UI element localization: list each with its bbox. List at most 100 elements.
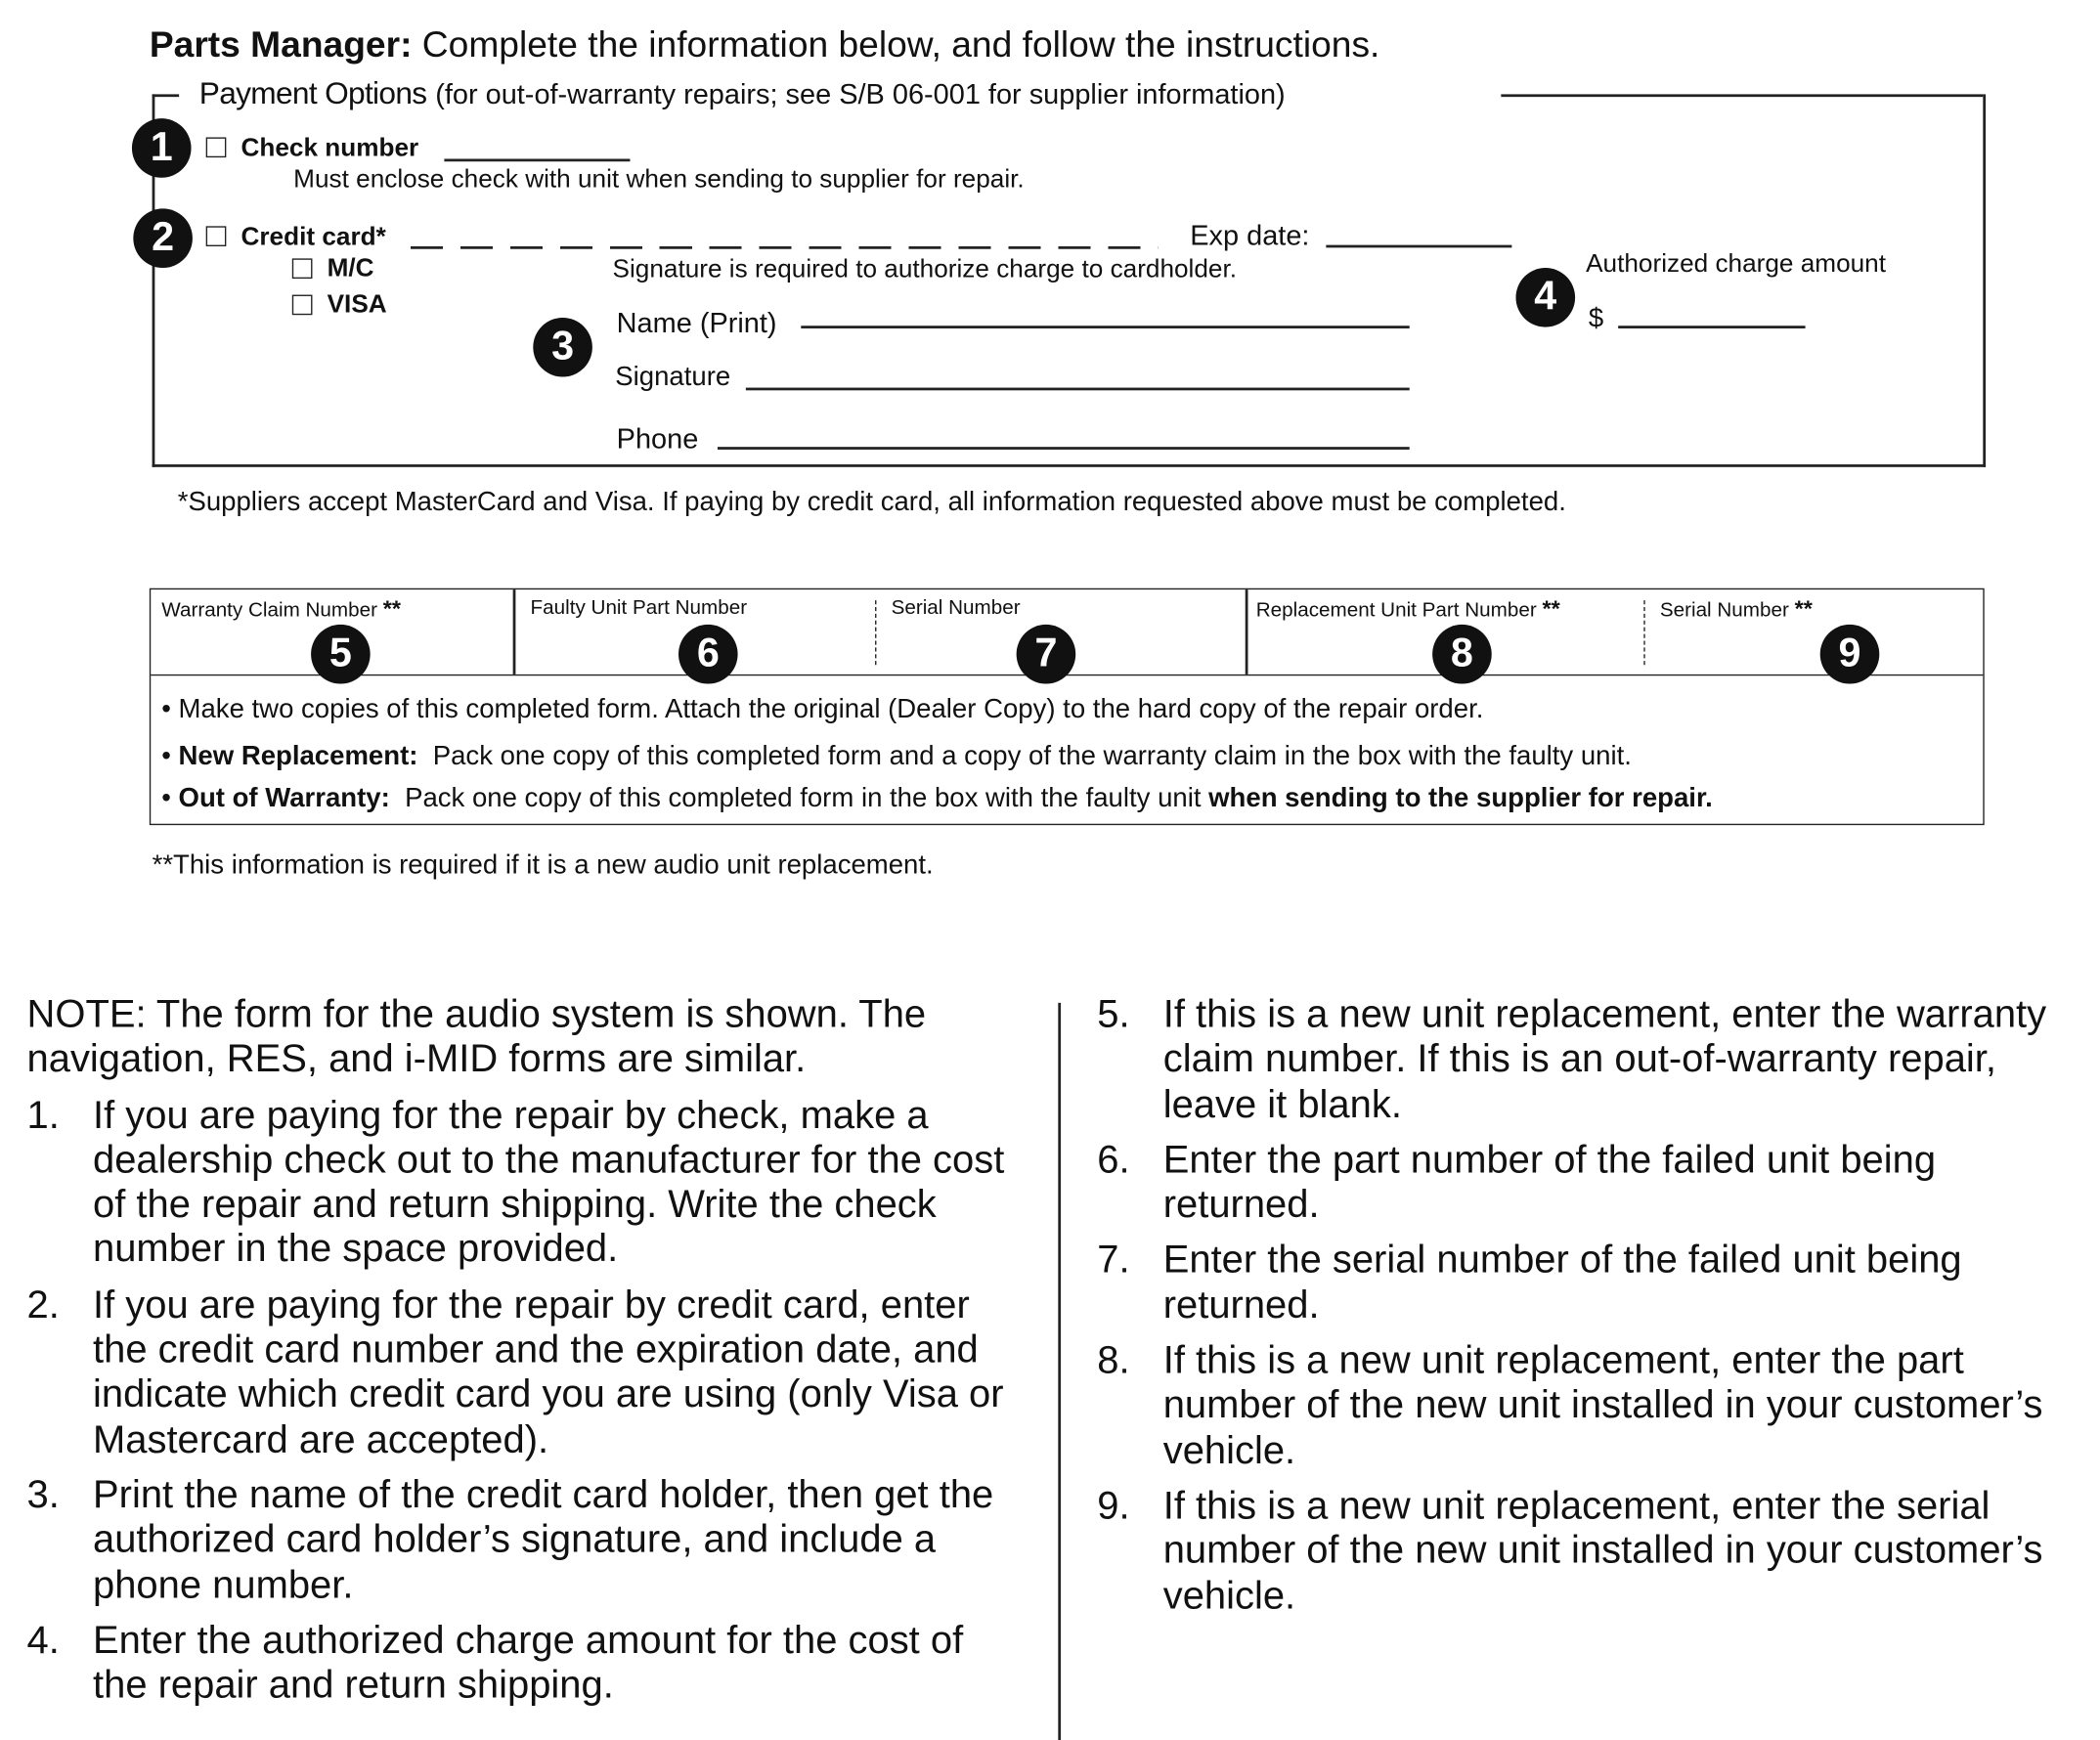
step-text: Enter the part number of the failed unit… [1162,1138,1937,1227]
step-text: If you are paying for the repair by chec… [93,1093,1005,1272]
bullet-text: Pack one copy of this completed form and… [417,741,1632,772]
credit-card-checkbox[interactable] [205,226,227,246]
step-item: 7. Enter the serial number of the failed … [1097,1240,2093,1329]
bullet-bold: Out of Warranty: [178,783,390,813]
phone-label: Phone [616,423,699,456]
currency-symbol: $ [1588,304,1604,334]
faulty-part-number-cell[interactable]: Faulty Unit Part Number [531,596,748,619]
bullet-text: Pack one copy of this completed form in … [389,783,1209,813]
step-item: 3. Print the name of the credit card hold… [27,1474,1024,1609]
faulty-serial-number-cell[interactable]: Serial Number [892,596,1021,619]
table-footnote: **This information is required if it is … [152,850,934,881]
payment-footnote: *Suppliers accept MasterCard and Visa. I… [177,487,1566,517]
column-divider [1245,589,1247,674]
authorized-amount-label: Authorized charge amount [1586,250,1887,280]
unit-info-table: Warranty Claim Number ** Faulty Unit Par… [149,587,1985,826]
callout-6: 6 [678,624,738,684]
column-divider [512,589,515,674]
step-text: Enter the authorized charge amount for t… [93,1619,964,1708]
step-number: 2. [26,1283,60,1327]
step-number: 4. [26,1619,60,1663]
exp-date-field[interactable] [1326,244,1512,248]
legend-title: Payment Options [198,75,427,110]
header-label: Faulty Unit Part Number [530,596,748,620]
check-number-label: Check number [241,134,419,163]
replacement-part-number-cell[interactable]: Replacement Unit Part Number ** [1256,596,1560,624]
page-heading: Parts Manager: Complete the information … [150,24,1380,66]
step-number: 8. [1097,1339,1130,1383]
callout-1: 1 [131,118,192,178]
step-item: 2. If you are paying for the repair by cr… [27,1283,1024,1462]
payment-options-legend: Payment Options (for out-of-warranty rep… [199,75,1286,111]
step-number: 5. [1097,993,1130,1037]
check-note: Must enclose check with unit when sendin… [293,165,1025,195]
bullet-bold: New Replacement: [178,741,418,772]
step-text: If you are paying for the repair by cred… [93,1283,1004,1461]
step-text: If this is a new unit replacement, enter… [1162,1484,2043,1618]
table-header-row: Warranty Claim Number ** Faulty Unit Par… [151,589,1984,684]
callout-2: 2 [133,208,193,269]
column-divider-dashed [1643,600,1645,666]
visa-checkbox[interactable] [291,294,313,316]
instructions-left-column: NOTE: The form for the audio system is s… [27,993,1024,1719]
step-number: 1. [26,1093,60,1138]
step-text: Print the name of the credit card holder… [93,1473,994,1607]
header-label: Warranty Claim Number [161,598,377,623]
callout-3: 3 [533,317,592,377]
box-top-border [1501,94,1984,98]
credit-card-number-field[interactable] [410,245,1159,249]
mc-checkbox[interactable] [291,258,313,280]
payment-options-box [152,94,1987,467]
bullet-text: Make two copies of this completed form. … [178,694,1484,724]
header-label: Serial Number [891,596,1021,620]
check-number-field[interactable] [444,158,631,162]
step-item: 9. If this is a new unit replacement, ent… [1097,1485,2093,1620]
note-text: NOTE: The form for the audio system is s… [26,993,927,1082]
callout-5: 5 [311,624,371,684]
step-number: 6. [1097,1138,1130,1182]
bullet-bold: when sending to the supplier for repair. [1208,783,1713,813]
required-mark: ** [1542,596,1560,623]
column-divider-dashed [875,600,877,666]
replacement-serial-number-cell[interactable]: Serial Number ** [1660,596,1813,624]
name-print-field[interactable] [801,326,1410,328]
callout-4: 4 [1515,268,1576,327]
step-item: 4. Enter the authorized charge amount for… [27,1619,1024,1709]
authorized-amount-field[interactable] [1618,326,1806,328]
heading-bold: Parts Manager: [149,23,413,65]
callout-7: 7 [1016,624,1076,684]
required-mark: ** [382,596,401,623]
header-label: Replacement Unit Part Number [1255,598,1537,623]
visa-label: VISA [327,290,387,320]
step-text: Enter the serial number of the failed un… [1162,1239,1962,1327]
signature-field[interactable] [745,387,1410,391]
signature-required-note: Signature is required to authorize charg… [612,255,1238,284]
phone-field[interactable] [717,447,1410,450]
instruction-bullet: • Make two copies of this completed form… [161,694,1484,724]
step-item: 5. If this is a new unit replacement, ent… [1097,993,2093,1128]
mc-label: M/C [327,254,374,283]
step-text: If this is a new unit replacement, enter… [1162,1339,2043,1472]
instruction-bullet: • Out of Warranty: Pack one copy of this… [161,783,1713,813]
box-top-border [152,94,180,98]
heading-text: Complete the information below, and foll… [412,23,1380,65]
step-text: If this is a new unit replacement, enter… [1162,993,2047,1126]
check-checkbox[interactable] [205,137,227,158]
callout-9: 9 [1819,624,1880,684]
instructions-right-column: 5. If this is a new unit replacement, ent… [1097,993,2093,1630]
step-item: 6. Enter the part number of the failed un… [1097,1139,2093,1229]
credit-card-label: Credit card* [241,223,386,252]
legend-note: (for out-of-warranty repairs; see S/B 06… [435,79,1286,110]
warranty-claim-number-cell[interactable]: Warranty Claim Number ** [161,596,401,624]
instruction-bullet: • New Replacement: Pack one copy of this… [161,741,1632,772]
step-item: 1. If you are paying for the repair by ch… [27,1094,1024,1273]
header-label: Serial Number [1659,598,1789,623]
step-number: 3. [26,1473,60,1517]
callout-8: 8 [1432,624,1492,684]
step-number: 7. [1097,1239,1130,1283]
signature-label: Signature [615,362,731,392]
required-mark: ** [1794,596,1813,623]
column-divider [1058,1002,1062,1740]
name-print-label: Name (Print) [616,308,777,340]
